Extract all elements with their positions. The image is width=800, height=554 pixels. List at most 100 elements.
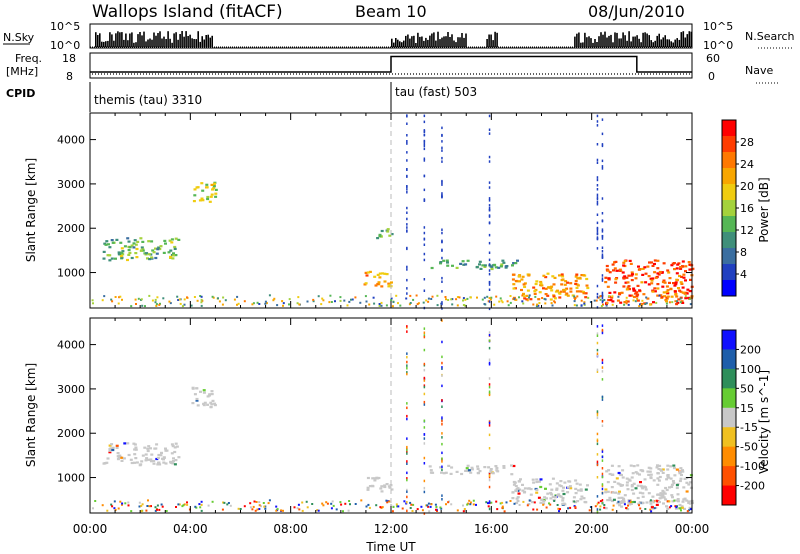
power-streak-cell [488,132,491,135]
nsky-bar [185,31,187,47]
power-noise-cell [513,297,516,300]
power-cell-6 [674,293,678,296]
velocity-streak-cell [441,355,443,359]
velocity-streak-cell [488,358,491,361]
power-cell-0 [152,251,156,254]
power-noise-cell [645,296,648,299]
power-noise-cell [447,299,450,301]
velocity-noise-cell [573,500,576,503]
power-colorbar-swatch [722,152,736,169]
power-cell-1 [192,200,196,203]
velocity-cell-4 [527,503,531,506]
velocity-cell-3 [491,472,495,475]
velocity-streak-cell [423,512,426,515]
velocity-cell-5 [668,486,671,489]
velocity-streak-cell [423,334,426,337]
power-cell-5 [580,274,584,277]
velocity-cell-0 [149,458,153,461]
velocity-streak-cell [406,371,408,374]
power-cell-6 [675,278,679,281]
velocity-noise-cell [347,509,350,512]
velocity-cell-5 [661,489,665,492]
velocity-cell-0 [153,447,157,450]
power-noise-cell [597,296,600,299]
velocity-cell-5 [682,486,686,489]
power-noise-cell [655,301,658,304]
velocity-cell-4 [544,487,547,490]
velocity-noise-cell [612,504,615,507]
velocity-noise-cell [161,505,164,508]
power-cell-5 [521,275,525,278]
velocity-cell-5 [649,500,652,503]
velocity-cell-0 [116,452,120,455]
velocity-cell-4 [535,478,539,481]
velocity-cell-4 [535,491,539,494]
power-noise-cell [611,295,614,298]
power-cell-5 [557,291,561,294]
power-streak-cell [441,231,443,235]
power-streak-cell [488,307,491,311]
power-noise-cell [183,298,186,301]
power-noise-cell [573,300,576,303]
nsky-bar [409,38,411,47]
velocity-noise-cell [256,508,259,511]
velocity-cell-1 [213,404,217,407]
power-cell-0 [119,255,123,258]
velocity-streak-cell [423,348,426,352]
power-streak-cell [596,143,599,146]
power-cell-5 [582,290,585,294]
velocity-streak-cell [406,445,408,449]
velocity-noise-cell [114,508,117,511]
power-cell-6 [674,283,678,286]
power-cell-6 [682,276,686,279]
velocity-noise-cell [258,501,261,504]
velocity-streak-cell [441,451,443,455]
velocity-streak-cell [601,450,604,453]
velocity-cell-5 [629,464,633,467]
velocity-noise-cell [111,505,114,508]
velocity-cell-5 [680,505,684,508]
power-cell-6 [650,279,654,282]
velocity-cell-5 [651,507,655,510]
velocity-cell-4 [530,501,534,504]
power-cell-0 [158,247,162,251]
velocity-cell-0 [116,455,120,458]
velocity-colorbar-swatch [722,407,736,428]
power-streak-cell [596,226,599,230]
nsky-bar [107,40,109,47]
nsky-bar [433,32,435,47]
nsky-bar [488,34,490,47]
velocity-cell-4 [555,487,559,490]
power-cell-5 [544,293,548,296]
power-streak-cell [488,241,491,245]
power-noise-cell [451,298,454,301]
power-cell-4 [464,263,468,266]
power-cell-0 [144,253,148,256]
velocity-streak-cell [406,471,408,475]
velocity-noise-cell [316,509,319,512]
power-cell-5 [540,284,544,287]
velocity-cell-5 [606,499,610,502]
velocity-cell-1 [206,403,210,406]
xtick-label: 00:00 [73,522,108,536]
velocity-cell-4 [561,489,565,492]
velocity-cell-4 [515,488,519,491]
velocity-cell-3 [494,465,498,468]
power-cell-6 [677,287,680,290]
velocity-cell-5 [621,476,625,479]
power-noise-cell [526,299,529,302]
velocity-cell-0 [149,447,152,450]
power-data [91,113,695,311]
power-cell-6 [608,271,612,274]
power-noise-cell [233,298,236,301]
velocity-streak-cell [488,473,491,476]
velocity-cell-4 [575,482,579,485]
power-colorbar-tick-label: 12 [740,224,754,237]
power-streak-cell [406,268,408,271]
velocity-noise-cell [559,508,561,511]
velocity-colorbar-swatch [722,466,736,487]
velocity-streak-cell [488,421,491,425]
velocity-cell-4 [579,498,583,501]
velocity-noise-cell [150,505,152,508]
